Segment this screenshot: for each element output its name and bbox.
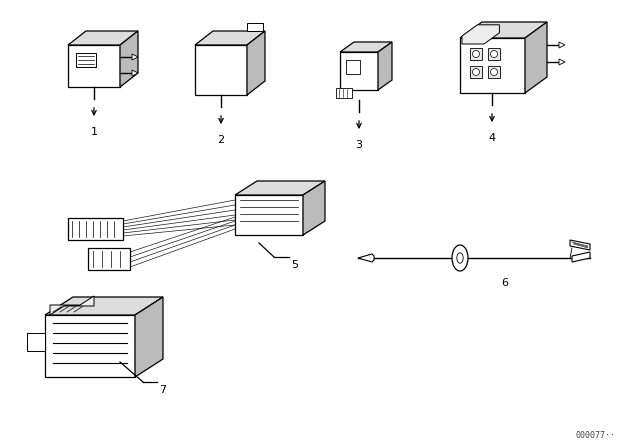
Polygon shape [195, 31, 265, 45]
Text: 7: 7 [159, 385, 166, 395]
Polygon shape [470, 66, 482, 78]
Circle shape [472, 51, 479, 57]
Ellipse shape [457, 253, 463, 263]
Polygon shape [460, 22, 547, 38]
Circle shape [490, 69, 497, 76]
Polygon shape [235, 195, 303, 235]
Polygon shape [358, 254, 374, 262]
Polygon shape [45, 297, 163, 315]
Polygon shape [247, 23, 263, 31]
Polygon shape [470, 48, 482, 60]
Polygon shape [135, 297, 163, 377]
Polygon shape [88, 248, 130, 270]
Polygon shape [488, 48, 500, 60]
Polygon shape [195, 45, 247, 95]
Polygon shape [559, 59, 565, 65]
Text: 2: 2 [218, 135, 225, 145]
Text: 3: 3 [355, 140, 362, 150]
Polygon shape [45, 315, 135, 377]
Polygon shape [570, 240, 590, 250]
Polygon shape [235, 181, 325, 195]
Polygon shape [68, 218, 123, 240]
Ellipse shape [452, 245, 468, 271]
Circle shape [472, 69, 479, 76]
Polygon shape [346, 60, 360, 74]
Text: 1: 1 [90, 127, 97, 137]
Polygon shape [68, 45, 120, 87]
Polygon shape [559, 42, 565, 48]
Polygon shape [120, 31, 138, 87]
Circle shape [490, 51, 497, 57]
Polygon shape [132, 70, 138, 76]
Polygon shape [76, 53, 96, 67]
Polygon shape [378, 42, 392, 90]
Polygon shape [525, 22, 547, 93]
Text: 000077··: 000077·· [575, 431, 615, 440]
Polygon shape [460, 38, 525, 93]
Text: 6: 6 [502, 278, 509, 288]
Polygon shape [336, 88, 352, 98]
Polygon shape [27, 333, 45, 351]
Polygon shape [303, 181, 325, 235]
Polygon shape [488, 66, 500, 78]
Polygon shape [340, 42, 392, 52]
Polygon shape [572, 252, 590, 262]
Text: 4: 4 [488, 133, 495, 143]
Polygon shape [247, 31, 265, 95]
Polygon shape [50, 296, 94, 315]
Text: 5: 5 [291, 260, 298, 270]
Polygon shape [68, 31, 138, 45]
Polygon shape [462, 25, 499, 44]
Polygon shape [340, 52, 378, 90]
Polygon shape [132, 54, 138, 60]
